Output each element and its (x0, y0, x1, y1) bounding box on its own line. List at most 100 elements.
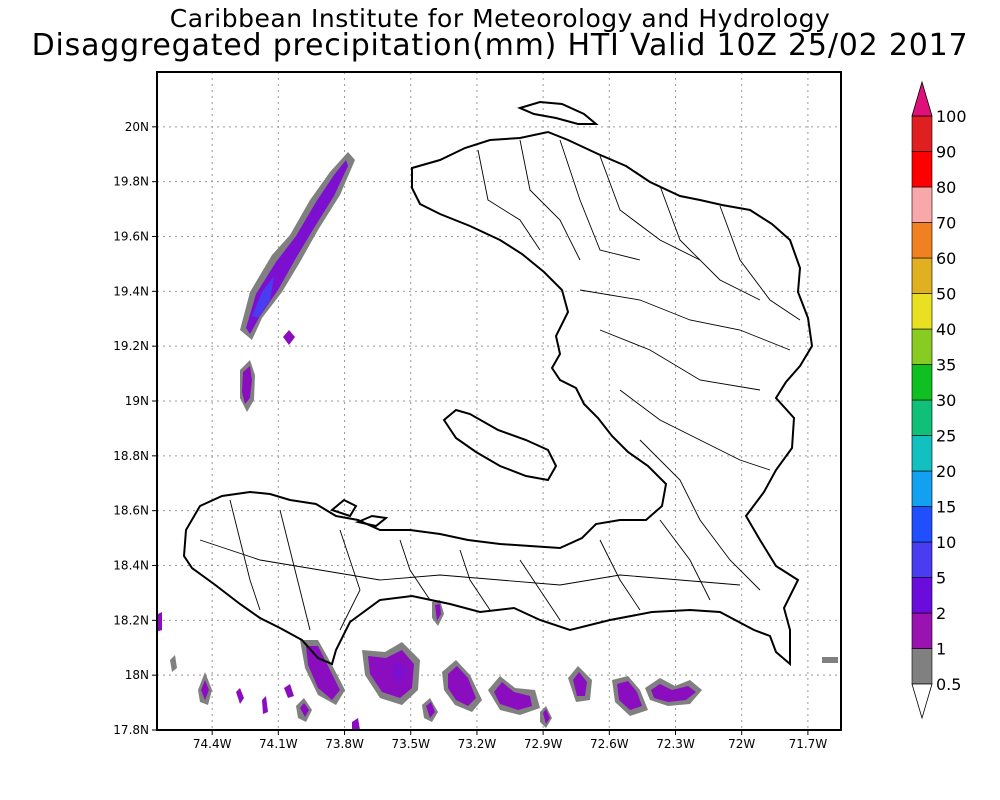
colorbar-swatch (911, 506, 933, 543)
precipitation-areas (156, 152, 838, 730)
colorbar-swatch (911, 364, 933, 401)
x-tick-label: 72.3W (656, 737, 695, 751)
haiti-mainland-outline (182, 130, 814, 667)
colorbar-label: 30 (936, 391, 956, 410)
colorbar-swatch (911, 115, 933, 152)
x-tick-label: 73.2W (458, 737, 497, 751)
rain-cell-tiny-2 (170, 655, 177, 672)
colorbar-label: 25 (936, 427, 956, 446)
haiti-land (182, 100, 814, 667)
chart-subtitle: Disaggregated precipitation(mm) HTI Vali… (31, 28, 969, 63)
small-island-outline (354, 514, 389, 528)
colorbar-swatch (911, 151, 933, 188)
colorbar-label: 15 (936, 498, 956, 517)
colorbar-swatch (911, 186, 933, 223)
tortuga-island-outline (517, 100, 599, 125)
rain-cell-south-1-core (201, 680, 209, 700)
y-tick-label: 18.6N (113, 504, 149, 518)
colorbar-swatch (911, 328, 933, 365)
boundary-line (599, 155, 701, 261)
x-tick-label: 74.4W (193, 737, 232, 751)
rain-cell-south-6-core (573, 672, 587, 696)
rain-cell-south-9-core (426, 702, 435, 718)
cayemites-island-outline (329, 498, 358, 518)
colorbar-label: 5 (936, 569, 946, 588)
rain-cell-south-4-core (448, 666, 476, 706)
boundary-line (519, 139, 581, 261)
colorbar-swatch (911, 648, 933, 685)
colorbar-label: 50 (936, 285, 956, 304)
colorbar-swatch (911, 257, 933, 294)
boundary-line (459, 549, 491, 611)
y-tick-label: 19.4N (113, 284, 149, 298)
colorbar-swatch (911, 399, 933, 436)
colorbar-bottom-arrow (911, 683, 933, 720)
colorbar-label: 10 (936, 533, 956, 552)
x-tick-label: 73.5W (391, 737, 430, 751)
y-tick-label: 19.8N (113, 175, 149, 189)
colorbar-label: 40 (936, 320, 956, 339)
x-tick-label: 73.8W (325, 737, 364, 751)
colorbar-label: 35 (936, 356, 956, 375)
rain-cell-south-8-core (651, 684, 696, 702)
colorbar-label: 90 (936, 143, 956, 162)
y-tick-label: 18.8N (113, 449, 149, 463)
colorbar-label: 100 (936, 107, 967, 126)
colorbar-swatch (911, 470, 933, 507)
boundary-line (599, 539, 641, 611)
boundary-line (399, 539, 431, 601)
colorbar-swatch (911, 293, 933, 330)
rain-cell-south-7-core (617, 681, 642, 710)
boundary-line (639, 439, 761, 591)
boundary-line (477, 149, 541, 251)
colorbar-label: 20 (936, 462, 956, 481)
boundary-line (519, 559, 561, 621)
y-tick-label: 19.6N (113, 230, 149, 244)
rain-cell-tiny-7 (822, 657, 838, 663)
y-tick-label: 18.4N (113, 559, 149, 573)
chart-title: Caribbean Institute for Meteorology and … (169, 4, 831, 33)
rain-cell-south-12-core (435, 604, 441, 621)
boundary-line (279, 509, 311, 631)
colorbar-label: 0.5 (936, 675, 961, 694)
y-axis: 17.8N 18N 18.2N 18.4N 18.6N 18.8N 19N 19.2N 19.4… (113, 120, 157, 737)
rain-cell-tiny-4 (284, 684, 294, 698)
y-tick-label: 17.8N (113, 723, 149, 737)
y-tick-label: 18.2N (113, 613, 149, 627)
colorbar-swatch (911, 435, 933, 472)
rain-cell-tiny-5 (262, 696, 268, 714)
boundary-line (659, 519, 711, 601)
boundary-line (599, 329, 761, 391)
rain-cell-south-3-intense (392, 662, 406, 684)
rain-cell-tiny-6 (352, 718, 360, 730)
x-tick-label: 72W (728, 737, 755, 751)
colorbar-label: 2 (936, 604, 946, 623)
boundary-line (339, 529, 361, 631)
commune-boundaries (199, 139, 801, 631)
boundary-line (579, 289, 791, 351)
x-tick-label: 71.7W (789, 737, 828, 751)
y-tick-label: 19.2N (113, 339, 149, 353)
rain-cell-isolated-2-core (242, 366, 252, 404)
boundary-line (659, 185, 761, 301)
rain-cell-south-3-core (368, 650, 414, 698)
boundary-line (719, 205, 801, 321)
boundary-line (229, 499, 261, 611)
boundary-line (559, 139, 641, 261)
rain-band-northwest-intense (252, 276, 274, 318)
rain-cell-south-11-core (543, 709, 550, 724)
gonave-island-outline (442, 408, 558, 482)
colorbar-top-arrow (911, 80, 933, 117)
x-tick-label: 72.9W (524, 737, 563, 751)
y-tick-label: 19N (125, 394, 149, 408)
rain-cell-south-5-core (494, 682, 532, 710)
x-tick-label: 74.1W (259, 737, 298, 751)
colorbar-swatch (911, 577, 933, 614)
x-axis: 74.4W 74.1W 73.8W 73.5W 73.2W 72.9W 72.6W 72.3W… (193, 730, 827, 751)
colorbar-swatch (911, 541, 933, 578)
rain-cell-south-10-core (300, 703, 309, 717)
colorbar-swatch (911, 612, 933, 649)
colorbar-label: 1 (936, 640, 946, 659)
